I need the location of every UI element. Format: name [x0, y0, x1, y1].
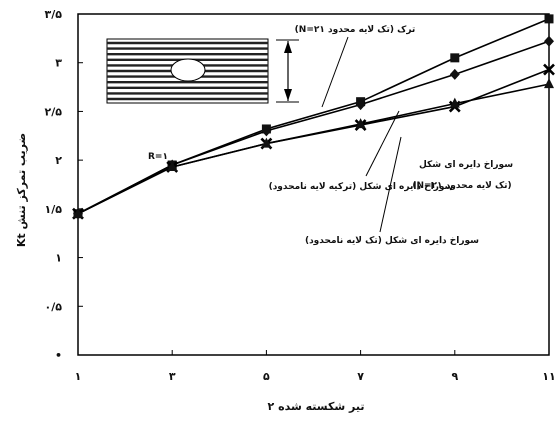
data-point-triangle [544, 78, 554, 89]
data-point-diamond [544, 35, 554, 47]
x-axis-title: تیر شکسته شده ۲ [268, 400, 365, 413]
data-point-triangle [449, 97, 460, 108]
y-tick-label: ۰/۵ [45, 300, 63, 313]
data-point-diamond [449, 68, 460, 80]
annotation-hole-finite-line1: سوراخ دایره ای شکل [419, 160, 513, 170]
x-tick-label: ۹ [451, 370, 458, 383]
data-point-square [450, 53, 460, 63]
data-point-square [544, 14, 554, 24]
y-tick-label: ۱ [55, 252, 62, 265]
data-point-triangle [73, 207, 83, 218]
data-point-triangle [355, 118, 366, 129]
data-point-diamond [355, 99, 366, 111]
inset-plate-diagram [106, 38, 299, 104]
plot-area [77, 13, 550, 356]
series-line-triangle [77, 83, 550, 215]
y-tick-label: ۲/۵ [45, 105, 63, 118]
y-tick-label: • [55, 349, 62, 362]
data-point-triangle [261, 137, 272, 148]
annotation-hole-finite-line2: (تک لایه محدود N=۲۱) [412, 181, 511, 191]
x-tick-label: ۷ [357, 370, 364, 383]
annotation-hole-infinite-single: سوراخ دایره ای شکل (تک لایه نامحدود) [305, 236, 479, 246]
x-tick-label: ۱ [75, 370, 82, 383]
x-tick-label: ۳ [169, 370, 176, 383]
data-point-triangle [167, 160, 178, 171]
annotation-crack: ترک (تک لایه محدود N=۲۱) [295, 25, 416, 35]
annotations: ترک (تک لایه محدود N=۲۱) R=۱ سوراخ دایره… [148, 25, 513, 246]
y-tick-label: ۳ [55, 57, 62, 70]
x-tick-label: ۵ [263, 370, 270, 383]
x-tick-label: ۱۱ [542, 370, 555, 383]
y-axis-title: ضریب تمرکز تنش Kt [15, 133, 28, 247]
annotation-r1: R=۱ [148, 152, 168, 162]
data-point-diamond [261, 125, 272, 137]
series-line-diamond [77, 40, 550, 215]
y-tick-label: ۲ [55, 154, 62, 167]
annotation-hole-infinite-combined: سوراخ دایره ای شکل (ترکیه لایه نامحدود) [269, 182, 454, 192]
data-point-x [543, 63, 555, 76]
y-tick-label: ۱/۵ [45, 203, 63, 216]
y-tick-label: ۳/۵ [45, 8, 63, 21]
circular-hole [170, 58, 206, 82]
